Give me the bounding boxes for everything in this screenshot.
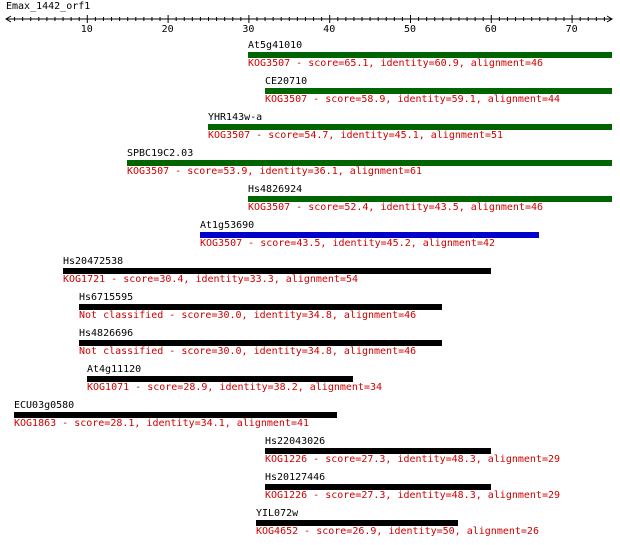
hit-alignment-bar [208,124,612,130]
hit-name: SPBC19C2.03 [127,148,194,159]
hit-description: KOG3507 - score=58.9, identity=59.1, ali… [265,94,561,105]
hit-description: KOG1721 - score=30.4, identity=33.3, ali… [63,274,359,285]
ruler-tick-label: 70 [566,24,578,32]
hit-description: KOG3507 - score=53.9, identity=36.1, ali… [127,166,423,177]
hit-alignment-bar [265,484,491,490]
hit-description: Not classified - score=30.0, identity=34… [79,346,417,357]
hit-description: KOG3507 - score=54.7, identity=45.1, ali… [208,130,504,141]
hit-name: Hs4826924 [248,184,303,195]
hit-description: KOG4652 - score=26.9, identity=50, align… [256,526,539,537]
hit-name: YHR143w-a [208,112,263,123]
ruler-tick-label: 30 [242,24,254,32]
hit-description: KOG3507 - score=43.5, identity=45.2, ali… [200,238,496,249]
ruler-right-arrow-icon [606,15,613,23]
hit-description: Not classified - score=30.0, identity=34… [79,310,417,321]
hit-alignment-bar [248,196,612,202]
hit-name: YIL072w [256,508,299,519]
ruler-tick-label: 50 [404,24,416,32]
ruler-tick-label: 60 [485,24,497,32]
hit-name: ECU03g0580 [14,400,75,411]
hit-name: Hs4826696 [79,328,134,339]
ruler-tick-label: 40 [323,24,335,32]
hit-name: Hs6715595 [79,292,134,303]
hit-description: KOG1226 - score=27.3, identity=48.3, ali… [265,454,561,465]
hit-description: KOG1226 - score=27.3, identity=48.3, ali… [265,490,561,501]
hit-name: At5g41010 [248,40,303,51]
query-title: Emax_1442_orf1 [6,1,91,12]
hit-alignment-bar [14,412,337,418]
hit-alignment-bar [256,520,458,526]
hit-name: At1g53690 [200,220,255,231]
hit-description: KOG3507 - score=52.4, identity=43.5, ali… [248,202,544,213]
ruler-tick-label: 20 [162,24,174,32]
hit-alignment-bar [79,340,442,346]
hit-alignment-bar [248,52,612,58]
hit-name: Hs22043026 [265,436,326,447]
ruler-tick-label: 10 [81,24,93,32]
hit-alignment-bar [79,304,442,310]
hit-description: KOG1863 - score=28.1, identity=34.1, ali… [14,418,310,429]
ruler-left-arrow-icon [5,15,12,23]
hit-name: CE20710 [265,76,308,87]
hit-alignment-bar [200,232,539,238]
hit-name: At4g11120 [87,364,142,375]
hit-name: Hs20127446 [265,472,326,483]
hit-description: KOG3507 - score=65.1, identity=60.9, ali… [248,58,544,69]
sequence-ruler: 10 20 30 40 50 60 70 [5,15,613,32]
hit-alignment-bar [87,376,353,382]
hit-alignment-bar [63,268,491,274]
hit-alignment-bar [265,448,491,454]
hit-description: KOG1071 - score=28.9, identity=38.2, ali… [87,382,383,393]
hit-name: Hs20472538 [63,256,124,267]
hit-alignment-bar [127,160,612,166]
hit-alignment-bar [265,88,612,94]
